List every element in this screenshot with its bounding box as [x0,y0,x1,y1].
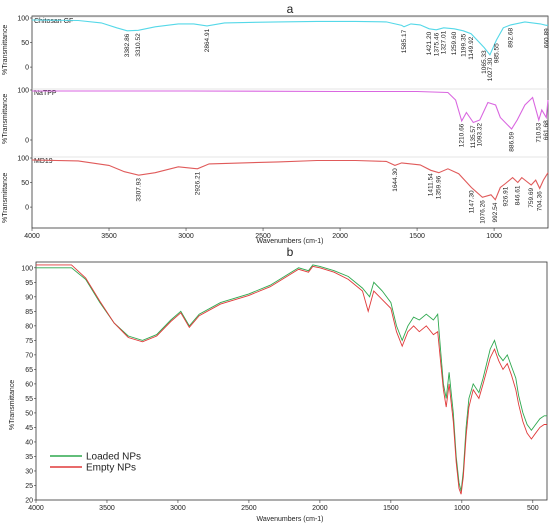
y-tick-label: 20 [25,498,33,505]
spectrum-name: NaTPP [34,90,57,97]
peak-label: 3382.86 [124,33,131,57]
x-tick-label: 2500 [255,233,271,240]
y-tick-label: 50 [21,180,29,187]
peak-label: 1259.60 [451,31,458,55]
y-tick-label: 0 [25,138,29,145]
peak-label: 1147.30 [468,190,475,213]
x-tick-label: 2000 [332,233,348,240]
y-tick-label: 100 [17,88,29,95]
panel-b-xlabel: Wavenumbers (cm-1) [256,516,323,523]
y-tick-label: 70 [25,352,33,359]
panel-b-letter: b [287,245,294,259]
spectrum-name: Chitosan GF [34,18,73,25]
peak-label: 1093.32 [477,123,484,147]
y-tick-label: 85 [25,309,33,316]
peak-label: 1644.30 [392,168,399,192]
peak-label: 886.59 [509,132,516,152]
y-tick-label: 25 [25,483,33,490]
panel-a-letter: a [287,2,294,16]
spectrum-line [32,90,549,130]
spectrum-line [36,264,547,492]
peak-label: 660.89 [543,28,550,48]
peak-label: 1199.35 [460,33,467,56]
peak-label: 2864.91 [204,28,211,52]
x-tick-label: 2500 [241,505,257,512]
panel-a-ylabel-natpp: %Transmittance [2,94,9,144]
y-tick-label: 80 [25,323,33,330]
y-tick-label: 0 [25,65,29,72]
x-tick-label: 1500 [383,505,399,512]
peak-label: 704.36 [537,191,544,211]
peak-label: 759.69 [528,188,535,208]
x-tick-label: 3500 [101,233,117,240]
y-tick-label: 55 [25,396,33,403]
y-tick-label: 30 [25,468,33,475]
panel-a-ylabel-md19: %Transmittance [2,173,9,223]
peak-label: 985.55 [493,43,500,63]
y-tick-label: 90 [25,294,33,301]
x-tick-label: 1000 [454,505,470,512]
legend-label: Empty NPs [86,463,136,474]
peak-label: 1210.66 [459,123,466,147]
spectrum-line [36,264,547,495]
x-tick-label: 4000 [24,233,40,240]
peak-label: 3310.52 [135,33,142,57]
legend-label: Loaded NPs [86,452,141,463]
peak-label: 1027.30 [487,57,494,81]
y-tick-label: 100 [21,265,33,272]
y-tick-label: 50 [21,40,29,47]
y-tick-label: 45 [25,425,33,432]
x-tick-label: 2000 [312,505,328,512]
peak-label: 1585.17 [401,29,408,53]
x-tick-label: 1000 [486,233,502,240]
peak-label: 992.54 [492,202,499,222]
y-tick-label: 50 [25,410,33,417]
y-tick-label: 65 [25,367,33,374]
peak-label: 1411.54 [428,173,435,196]
x-tick-label: 3000 [178,233,194,240]
x-tick-label: 500 [527,505,539,512]
y-tick-label: 95 [25,280,33,287]
peak-label: 846.61 [515,185,522,205]
peak-label: 661.68 [543,120,550,140]
panel-a-xlabel: Wavenumbers (cm-1) [256,238,323,245]
panel-a-chart: 100 50 0 Chitosan GF 3382.86 3310.52 2864.91 15… [17,16,550,241]
y-tick-label: 100 [17,156,29,163]
peak-label: 1327.01 [441,30,448,54]
y-tick-label: 60 [25,381,33,388]
panel-b-frame [35,261,548,501]
y-tick-label: 100 [17,16,29,23]
peak-label: 2926.21 [194,171,201,195]
panel-a-frame [31,15,549,229]
x-tick-label: 1500 [409,233,425,240]
peak-label: 926.91 [502,186,509,206]
spectrum-name: MD19 [34,158,53,165]
y-tick-label: 35 [25,454,33,461]
spectrum-line [31,19,549,56]
y-tick-label: 40 [25,439,33,446]
panel-b-ylabel: %Transmittance [9,380,16,430]
peak-label: 1421.20 [426,31,433,55]
spectrum-line [31,159,549,201]
peak-label: 1065.33 [481,50,488,74]
peak-label: 1375.46 [433,32,440,56]
y-tick-label: 75 [25,338,33,345]
peak-label: 1149.92 [468,36,475,59]
y-tick-label: 0 [25,205,29,212]
x-tick-label: 3000 [170,505,186,512]
peak-label: 1359.96 [436,175,443,199]
peak-label: 1135.57 [470,125,477,148]
panel-a-ylabel-chitosan: %Transmittance [2,25,9,75]
peak-label: 3307.93 [136,178,143,202]
x-tick-label: 3500 [99,505,115,512]
peak-label: 1076.26 [479,200,486,224]
peak-label: 710.53 [536,122,543,142]
peak-label: 892.68 [508,28,515,48]
x-tick-label: 4000 [28,505,44,512]
